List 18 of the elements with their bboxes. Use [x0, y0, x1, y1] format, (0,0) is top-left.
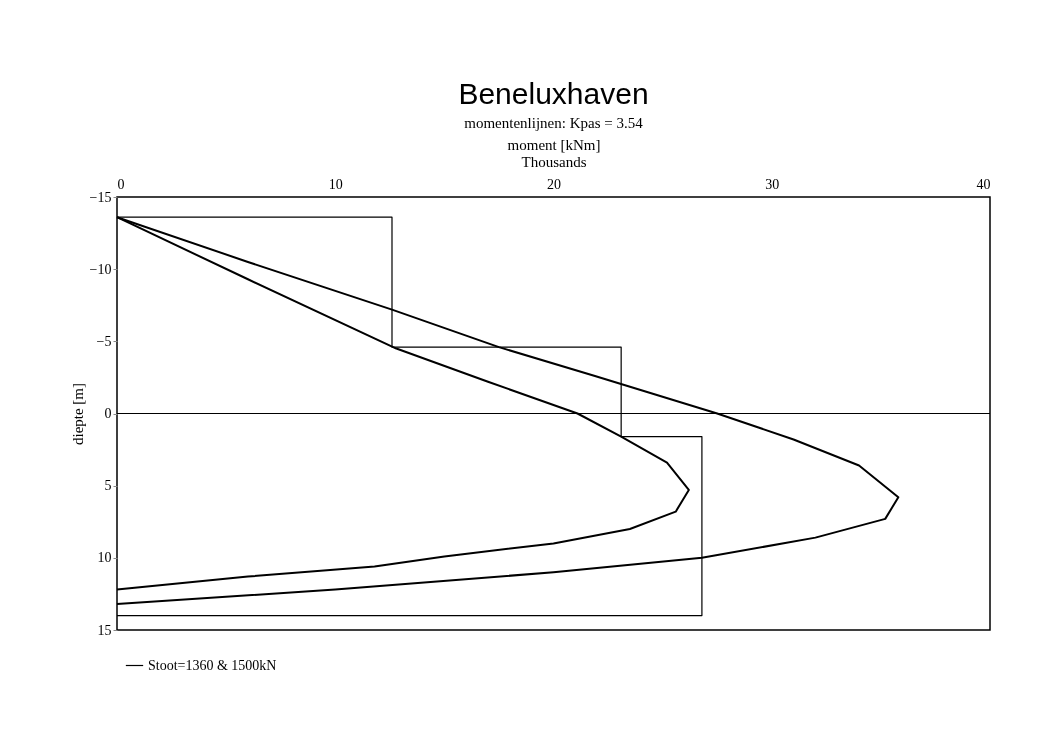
chart-subtitle: momentenlijnen: Kpas = 3.54	[464, 115, 644, 131]
y-tick-label: −10	[89, 261, 112, 277]
x-tick-label: 40	[976, 176, 991, 192]
chart-title: Beneluxhaven	[458, 77, 649, 110]
x-tick-label: 30	[765, 176, 780, 192]
y-tick-label: −15	[89, 189, 112, 205]
x-tick-label: 10	[328, 176, 343, 192]
text: Thousands	[521, 153, 587, 170]
y-axis-title: diepte [m]	[69, 382, 86, 446]
y-tick-label: 15	[97, 622, 112, 638]
x-axis-title: moment [kNm]	[507, 136, 601, 153]
x-tick-label: 20	[547, 176, 561, 192]
y-tick-label: 10	[97, 550, 112, 566]
y-tick-label: −5	[96, 333, 112, 349]
y-tick-label: 0	[104, 406, 112, 421]
x-tick-label: 0	[117, 176, 125, 192]
legend-label: Stoot=1360 & 1500kN	[148, 657, 277, 673]
y-tick-label: 5	[104, 478, 112, 494]
